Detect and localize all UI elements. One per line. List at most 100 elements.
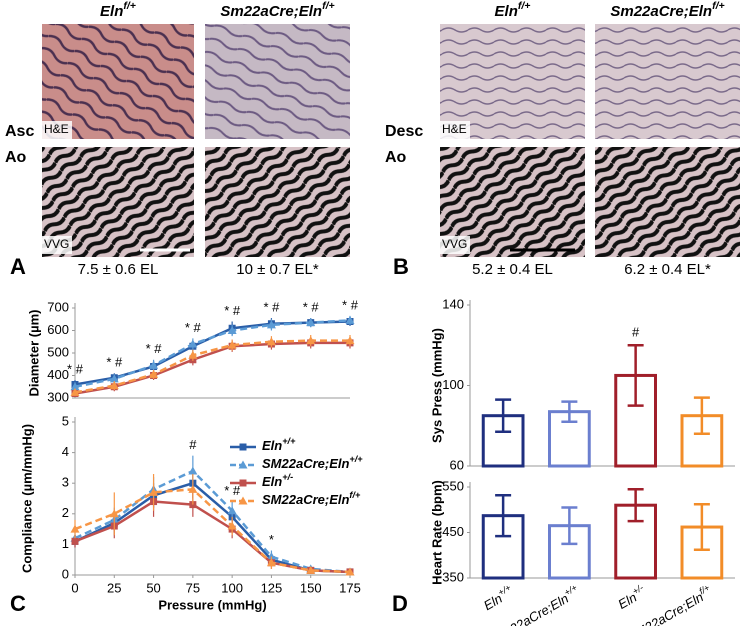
y-tick-label: 450 [442,524,464,539]
y-axis-label: Diameter (µm) [26,310,41,397]
x-tick-label: 125 [261,580,283,595]
annotation: * # [224,483,241,498]
marker [239,443,247,451]
series-line [74,469,351,574]
y-axis-label: Heart Rate (bpm) [429,480,444,585]
marker [266,320,276,329]
y-tick-label: 4 [62,444,69,459]
stain-label-bg [42,236,72,254]
y-tick-label: 0 [62,566,69,581]
stain-label: VVG [44,237,69,251]
region-label: Ao [385,149,407,166]
x-tick-label: 150 [300,580,322,595]
y-tick-label: 100 [442,377,464,392]
stain-label: VVG [442,237,467,251]
annotation: # [189,437,197,452]
marker [266,558,276,567]
micrograph [595,147,740,257]
annotation: * # [263,300,280,315]
marker [70,524,80,533]
column-header: Elnf/+ [100,0,136,20]
caption: 10 ± 0.7 EL* [236,261,319,278]
y-tick-label: 3 [62,475,69,490]
x-tick-label: 50 [146,580,160,595]
annotation: * [269,532,274,547]
marker [149,487,159,496]
panel-label: D [392,591,408,616]
x-tick-label: Eln+/- [615,583,649,613]
column-header: Sm22aCre;Elnf/+ [220,0,334,20]
y-tick-label: 600 [47,322,69,337]
marker [71,537,79,545]
marker [345,567,355,576]
series-line [74,339,350,394]
stain-label: H&E [44,122,69,136]
legend-label: Eln+/- [262,472,293,489]
caption: 6.2 ± 0.4 EL* [624,261,711,278]
stain-label: H&E [442,122,467,136]
marker [109,509,119,518]
panel-label: C [10,591,26,616]
marker [70,382,80,391]
y-tick-label: 550 [442,478,464,493]
marker [306,336,316,345]
x-tick-label: 100 [221,580,243,595]
marker [306,318,316,327]
marker [149,360,159,369]
caption: 7.5 ± 0.6 EL [78,261,159,278]
marker [227,326,237,334]
micrograph [595,24,740,139]
column-header: Elnf/+ [495,0,531,20]
annotation: * # [67,361,84,376]
legend-label: Eln+/+ [262,436,296,453]
marker [188,466,198,475]
marker [266,552,276,561]
annotation: * # [146,341,163,356]
stain-label-bg [440,236,470,254]
column-header: Sm22aCre;Elnf/+ [610,0,724,20]
y-tick-label: 300 [47,389,69,404]
marker [227,340,237,349]
x-tick-label: Eln+/+ [480,583,516,614]
x-tick-label: 0 [71,580,78,595]
x-tick-label: 175 [339,580,361,595]
y-tick-label: 5 [62,413,69,428]
legend-label: SM22aCre;Elnf/+ [262,490,361,507]
caption: 5.2 ± 0.4 EL [472,261,553,278]
marker [266,337,276,346]
annotation: * # [106,355,123,370]
x-axis-label: Pressure (mmHg) [158,597,266,612]
micrograph [440,24,585,139]
series-line [74,319,351,388]
x-tick-label: 25 [107,580,121,595]
marker [109,374,119,383]
marker [239,479,247,487]
annotation: * # [342,297,359,312]
marker [238,496,248,505]
marker [188,350,198,359]
y-tick-label: 350 [442,569,464,584]
y-tick-label: 400 [47,367,69,382]
marker [109,381,119,390]
marker [188,339,198,348]
series-line [74,488,351,574]
histology-images [42,24,740,257]
micrograph [42,24,194,139]
marker [227,521,237,530]
marker [149,369,159,378]
marker [345,336,355,345]
panel-label: B [393,254,409,279]
stain-label-bg [42,121,72,139]
annotation: * # [303,300,320,315]
panel-label: A [10,254,26,279]
y-axis-label: Compliance (µm/mmHg) [19,424,34,573]
annotation: # [632,325,640,340]
marker [306,565,316,574]
region-label: Desc [385,123,423,140]
stain-label-bg [440,121,470,139]
y-tick-label: 2 [62,505,69,520]
marker [188,484,198,493]
marker [345,315,355,324]
region-label: Asc [5,123,34,140]
